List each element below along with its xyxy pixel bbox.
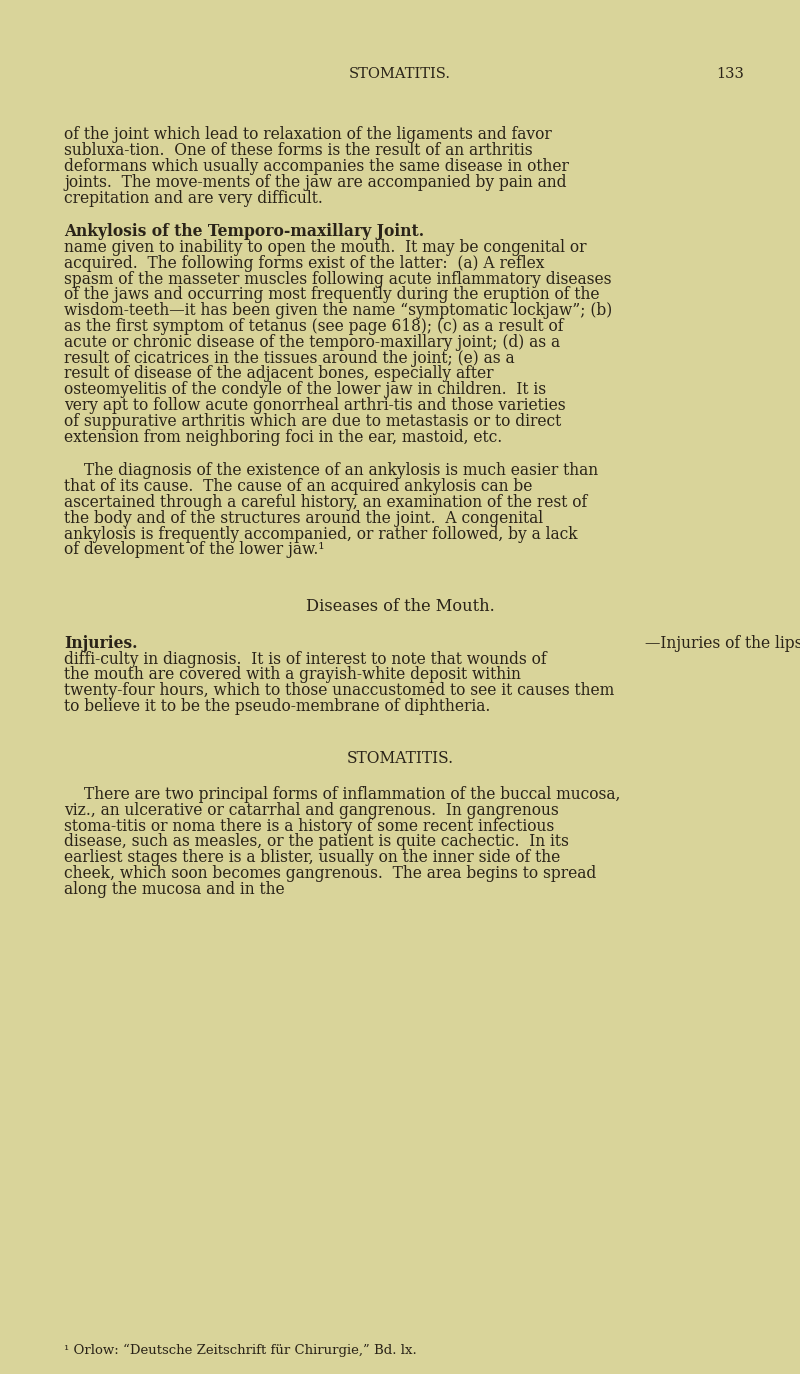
Text: earliest stages there is a blister, usually on the inner side of the: earliest stages there is a blister, usua… [64,849,560,866]
Text: extension from neighboring foci in the ear, mastoid, etc.: extension from neighboring foci in the e… [64,429,502,445]
Text: of suppurative arthritis which are due to metastasis or to direct: of suppurative arthritis which are due t… [64,412,562,430]
Text: stoma-titis or noma there is a history of some recent infectious: stoma-titis or noma there is a history o… [64,818,554,834]
Text: wisdom-teeth—it has been given the name “symptomatic lockjaw”; (b): wisdom-teeth—it has been given the name … [64,302,612,319]
Text: Diseases of the Mouth.: Diseases of the Mouth. [306,598,494,616]
Text: the body and of the structures around the joint.  A congenital: the body and of the structures around th… [64,510,543,526]
Text: acquired.  The following forms exist of the latter:  (a) A reflex: acquired. The following forms exist of t… [64,254,545,272]
Text: 133: 133 [716,67,744,81]
Text: cheek, which soon becomes gangrenous.  The area begins to spread: cheek, which soon becomes gangrenous. Th… [64,864,596,882]
Text: twenty-four hours, which to those unaccustomed to see it causes them: twenty-four hours, which to those unaccu… [64,682,614,699]
Text: of the jaws and occurring most frequently during the eruption of the: of the jaws and occurring most frequentl… [64,286,599,304]
Text: viz., an ulcerative or catarrhal and gangrenous.  In gangrenous: viz., an ulcerative or catarrhal and gan… [64,801,558,819]
Text: along the mucosa and in the: along the mucosa and in the [64,881,285,897]
Text: acute or chronic disease of the temporo-maxillary joint; (d) as a: acute or chronic disease of the temporo-… [64,334,560,350]
Text: of the joint which lead to relaxation of the ligaments and favor: of the joint which lead to relaxation of… [64,126,552,143]
Text: subluxa-tion.  One of these forms is the result of an arthritis: subluxa-tion. One of these forms is the … [64,143,533,159]
Text: result of cicatrices in the tissues around the joint; (e) as a: result of cicatrices in the tissues arou… [64,349,514,367]
Text: very apt to follow acute gonorrheal arthri-tis and those varieties: very apt to follow acute gonorrheal arth… [64,397,566,414]
Text: deformans which usually accompanies the same disease in other: deformans which usually accompanies the … [64,158,569,174]
Text: to believe it to be the pseudo-membrane of diphtheria.: to believe it to be the pseudo-membrane … [64,698,490,714]
Text: disease, such as measles, or the patient is quite cachectic.  In its: disease, such as measles, or the patient… [64,833,569,851]
Text: osteomyelitis of the condyle of the lower jaw in children.  It is: osteomyelitis of the condyle of the lowe… [64,381,546,398]
Text: The diagnosis of the existence of an ankylosis is much easier than: The diagnosis of the existence of an ank… [84,462,598,480]
Text: STOMATITIS.: STOMATITIS. [349,67,451,81]
Text: Ankylosis of the Temporo-maxillary Joint.: Ankylosis of the Temporo-maxillary Joint… [64,223,424,240]
Text: ascertained through a careful history, an examination of the rest of: ascertained through a careful history, a… [64,493,587,511]
Text: Injuries.: Injuries. [64,635,138,651]
Text: spasm of the masseter muscles following acute inflammatory diseases: spasm of the masseter muscles following … [64,271,611,287]
Text: ankylosis is frequently accompanied, or rather followed, by a lack: ankylosis is frequently accompanied, or … [64,525,578,543]
Text: as the first symptom of tetanus (see page 618); (c) as a result of: as the first symptom of tetanus (see pag… [64,317,563,335]
Text: —Injuries of the lips and buccal cavity present no: —Injuries of the lips and buccal cavity … [645,635,800,651]
Text: of development of the lower jaw.¹: of development of the lower jaw.¹ [64,541,325,558]
Text: joints.  The move-ments of the jaw are accompanied by pain and: joints. The move-ments of the jaw are ac… [64,173,566,191]
Text: the mouth are covered with a grayish-white deposit within: the mouth are covered with a grayish-whi… [64,666,521,683]
Text: that of its cause.  The cause of an acquired ankylosis can be: that of its cause. The cause of an acqui… [64,478,532,495]
Text: crepitation and are very difficult.: crepitation and are very difficult. [64,190,323,206]
Text: result of disease of the adjacent bones, especially after: result of disease of the adjacent bones,… [64,365,494,382]
Text: name given to inability to open the mouth.  It may be congenital or: name given to inability to open the mout… [64,239,586,256]
Text: diffi-culty in diagnosis.  It is of interest to note that wounds of: diffi-culty in diagnosis. It is of inter… [64,650,546,668]
Text: There are two principal forms of inflammation of the buccal mucosa,: There are two principal forms of inflamm… [84,786,620,802]
Text: ¹ Orlow: “Deutsche Zeitschrift für Chirurgie,” Bd. lx.: ¹ Orlow: “Deutsche Zeitschrift für Chiru… [64,1344,417,1358]
Text: STOMATITIS.: STOMATITIS. [346,749,454,767]
